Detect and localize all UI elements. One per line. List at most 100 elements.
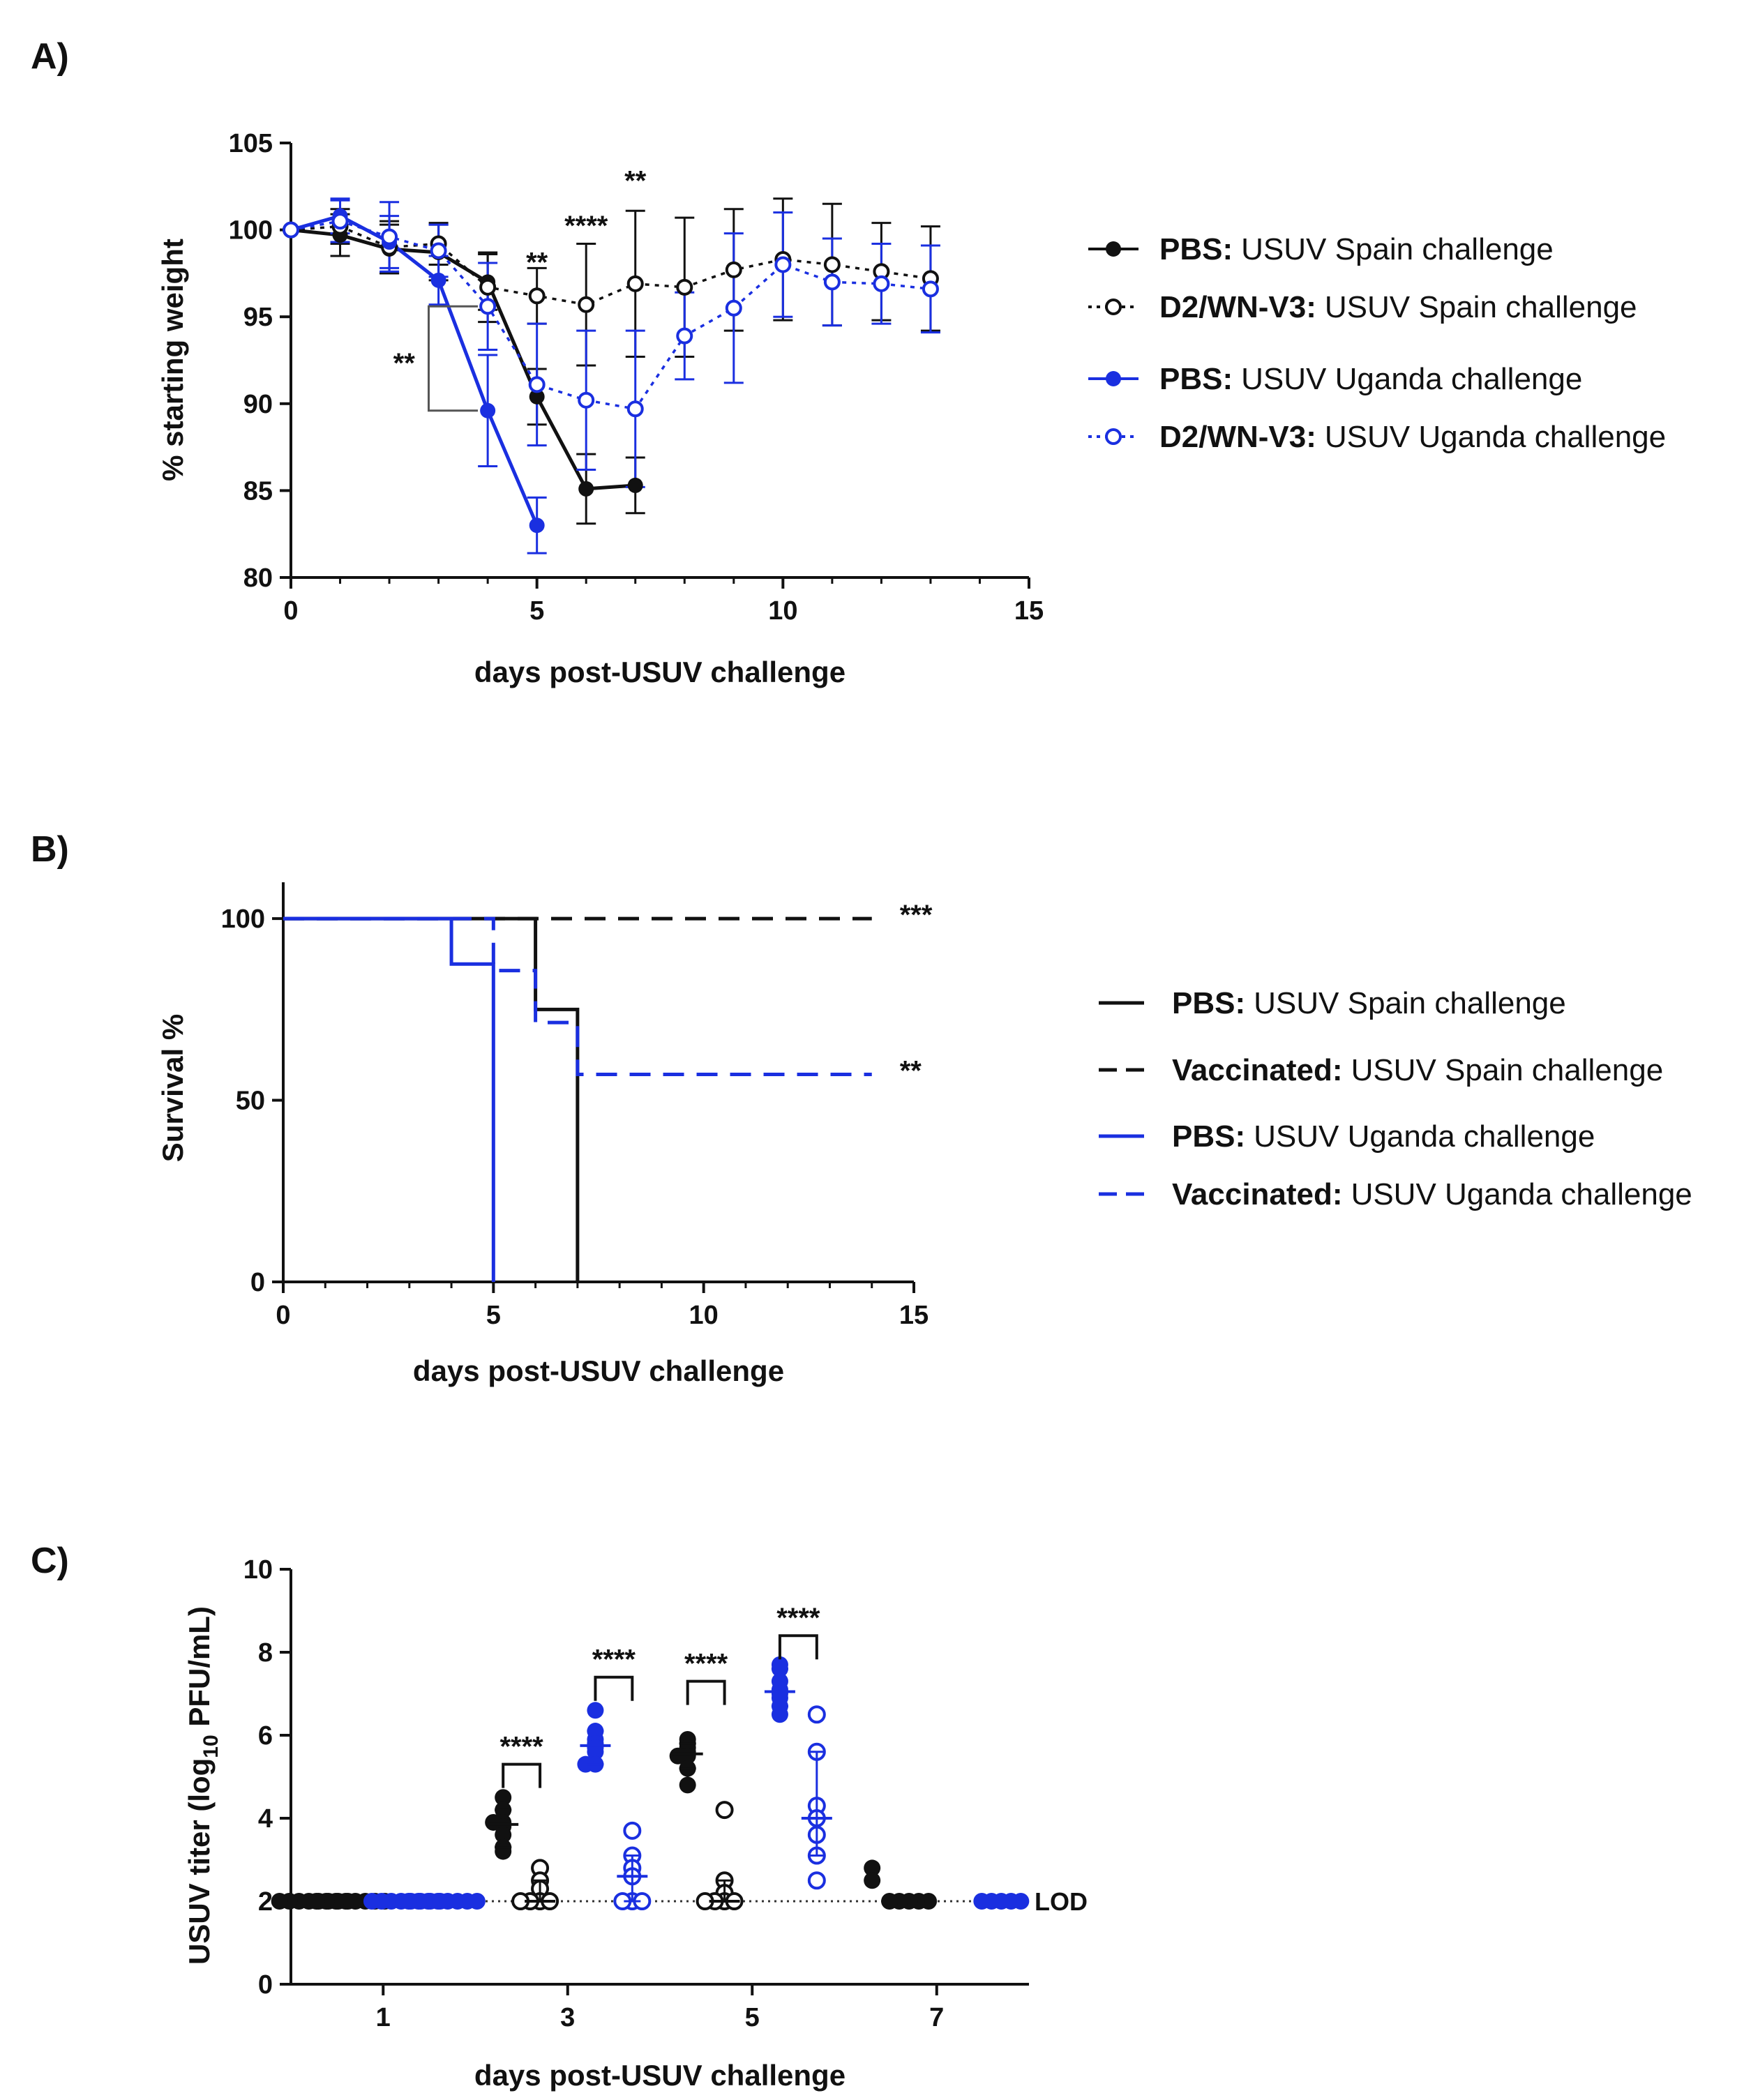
a-ytick-label: 80 — [243, 564, 273, 593]
c-ytick-label: 6 — [258, 1721, 273, 1751]
c-point-group-13 — [920, 1893, 938, 1910]
panel-c-y-title: USUV titer (log10 PFU/mL) — [183, 1606, 223, 1965]
c-ytick-label: 10 — [243, 1555, 273, 1585]
a-point-series-3 — [430, 242, 447, 259]
legend-b-bold-0: PBS: — [1172, 986, 1245, 1020]
a-point-series-3 — [331, 213, 349, 230]
legend-b-bold-2: PBS: — [1172, 1119, 1245, 1154]
c-point-group-14 — [1012, 1893, 1030, 1910]
a-point-series-1 — [578, 296, 595, 313]
panel-c-plot-area: LOD **** **** **** **** — [271, 1603, 1088, 1916]
c-point-group-6 — [577, 1755, 594, 1773]
c-ytick-label: 0 — [258, 1970, 273, 2000]
c-sig-label: **** — [684, 1649, 728, 1679]
a-point-series-1 — [823, 256, 841, 273]
a-xtick-label: 10 — [768, 596, 797, 626]
legend-a-bold-2: PBS: — [1159, 362, 1233, 396]
a-point-series-3 — [922, 280, 939, 298]
panel-b-y-title: Survival % — [156, 1014, 189, 1162]
a-point-series-3 — [578, 391, 595, 409]
legend-b-label-0: USUV Spain challenge — [1254, 986, 1566, 1020]
legend-a-marker-1 — [1105, 299, 1122, 315]
legend-b-text-3: Vaccinated: USUV Uganda challenge — [1172, 1177, 1692, 1211]
c-xtick-label: 1 — [376, 2003, 391, 2032]
b-survival-curve-0 — [283, 916, 580, 1282]
a-point-series-2 — [430, 272, 446, 288]
panel-c-x-title: days post-USUV challenge — [474, 2059, 846, 2092]
c-point-group-10 — [771, 1706, 788, 1723]
c-ytick-label: 2 — [258, 1887, 273, 1917]
legend-a-label-0: USUV Spain challenge — [1241, 232, 1554, 266]
panel-a-y-title: % starting weight — [156, 239, 189, 481]
a-point-series-1 — [479, 278, 497, 296]
c-xtick-label: 3 — [560, 2003, 575, 2032]
c-point-group-3 — [400, 1893, 417, 1910]
a-point-series-1 — [528, 287, 546, 305]
panel-b: B) 0 5 10 15 0 50 100 days post-USUV challenge… — [31, 829, 1692, 1387]
legend-a-label-3: USUV Uganda challenge — [1325, 420, 1666, 454]
a-ytick-label: 95 — [243, 303, 273, 332]
a-series-line-0 — [290, 228, 636, 491]
c-point-group-12 — [864, 1872, 881, 1889]
c-lod-label: LOD — [1035, 1887, 1088, 1916]
a-ytick-label: 85 — [243, 476, 273, 506]
c-sig-label: **** — [776, 1603, 820, 1633]
a-point-series-2 — [529, 518, 545, 534]
legend-b-text-2: PBS: USUV Uganda challenge — [1172, 1119, 1595, 1154]
a-point-series-3 — [626, 400, 644, 418]
panel-a-plot-area: ********** — [283, 165, 940, 554]
c-sig-bracket — [502, 1762, 542, 1788]
panel-a-ticks: 0 5 10 15 80 85 90 95 100 105 — [229, 129, 1044, 626]
a-xtick-label: 5 — [529, 596, 544, 626]
b-xtick-label: 5 — [486, 1301, 501, 1330]
panel-b-legend: PBS: USUV Spain challenge Vaccinated: USUV… — [1099, 986, 1692, 1211]
a-ytick-label: 105 — [229, 129, 273, 158]
legend-a-item-2: PBS: USUV Uganda challenge — [1088, 362, 1582, 396]
legend-b-label-1: USUV Spain challenge — [1351, 1053, 1664, 1087]
legend-a-label-1: USUV Spain challenge — [1325, 290, 1637, 324]
legend-a-text-1: D2/WN-V3: USUV Spain challenge — [1159, 290, 1637, 324]
c-point-group-2 — [363, 1893, 380, 1910]
c-sig-bracket — [778, 1634, 818, 1660]
legend-a-item-1: D2/WN-V3: USUV Spain challenge — [1088, 290, 1637, 324]
legend-a-text-0: PBS: USUV Spain challenge — [1159, 232, 1554, 266]
c-point-group-9 — [715, 1801, 734, 1820]
panel-b-x-title: days post-USUV challenge — [413, 1354, 784, 1387]
a-point-series-1 — [676, 278, 693, 296]
a-point-series-0 — [529, 388, 545, 405]
a-point-series-0 — [627, 477, 643, 493]
c-point-group-0 — [271, 1893, 288, 1910]
a-series-line-3 — [290, 220, 931, 411]
a-point-series-3 — [381, 228, 398, 245]
legend-a-item-0: PBS: USUV Spain challenge — [1088, 232, 1554, 266]
a-point-series-1 — [725, 261, 742, 278]
legend-b-item-1: Vaccinated: USUV Spain challenge — [1099, 1053, 1663, 1087]
panel-c-label: C) — [31, 1541, 69, 1581]
a-point-series-3 — [283, 221, 299, 239]
panel-a-label: A) — [31, 36, 69, 77]
b-sig-label: ** — [900, 1056, 922, 1087]
legend-a-item-3: D2/WN-V3: USUV Uganda challenge — [1088, 420, 1666, 454]
panel-a-legend: PBS: USUV Spain challenge D2/WN-V3: USUV S… — [1088, 232, 1666, 454]
panel-b-plot-area: ***** — [283, 900, 933, 1282]
c-point-group-11 — [807, 1705, 826, 1724]
a-point-series-3 — [528, 376, 546, 393]
legend-b-bold-3: Vaccinated: — [1172, 1177, 1343, 1211]
c-point-group-6 — [587, 1702, 604, 1719]
a-point-series-0 — [578, 481, 594, 497]
c-xtick-label: 7 — [929, 2003, 944, 2032]
panel-b-ticks: 0 5 10 15 0 50 100 — [221, 905, 929, 1330]
panel-c-y-title-main: USUV titer (log — [183, 1758, 216, 1965]
c-point-group-14 — [973, 1893, 991, 1910]
a-xtick-label: 15 — [1014, 596, 1044, 626]
b-ytick-label: 0 — [250, 1268, 265, 1297]
c-sig-bracket — [686, 1679, 726, 1705]
c-ytick-label: 8 — [258, 1638, 273, 1668]
panel-a: A) 0 5 10 15 80 85 90 95 100 105 days post-USUV c… — [31, 36, 1666, 688]
a-point-series-3 — [873, 275, 890, 292]
b-xtick-label: 0 — [276, 1301, 290, 1330]
a-sig-label: ** — [393, 348, 416, 379]
c-point-group-1 — [308, 1893, 325, 1910]
